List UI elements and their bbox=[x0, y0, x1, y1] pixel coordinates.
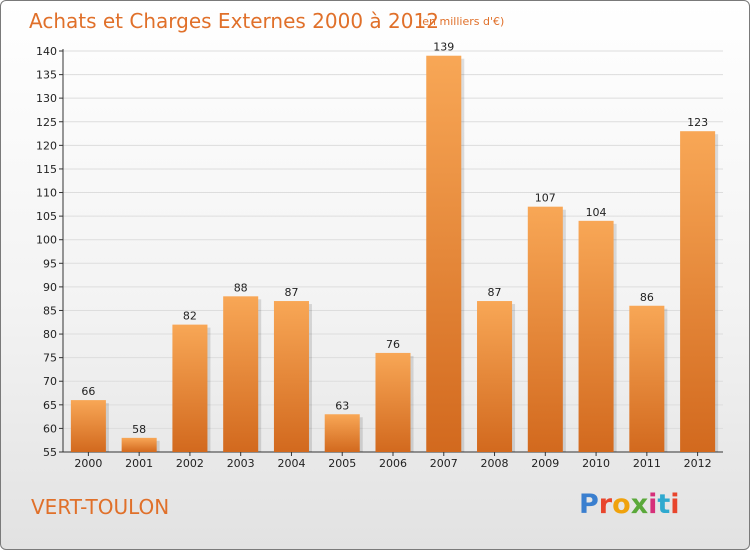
y-tick-label: 85 bbox=[43, 304, 57, 317]
y-tick-label: 130 bbox=[36, 92, 57, 105]
y-tick-label: 70 bbox=[43, 375, 57, 388]
x-axis-labels: 2000 2001 2002 2003 2004 2005 2006 2007 2008 2009… bbox=[74, 452, 712, 470]
bar-2007 bbox=[426, 55, 462, 452]
value-label-2004: 87 bbox=[284, 286, 298, 299]
logo-letter: x bbox=[630, 489, 649, 520]
bars: 66 58 82 88 87 63 76 139 87 107 104 86 123 bbox=[70, 41, 719, 452]
value-label-2003: 88 bbox=[234, 281, 248, 294]
x-tick-label-2005: 2005 bbox=[328, 457, 356, 470]
y-tick-label: 95 bbox=[43, 257, 57, 270]
bar-2011 bbox=[629, 305, 665, 452]
bar-2009 bbox=[527, 206, 563, 452]
logo-letter: r bbox=[598, 489, 613, 520]
bar-2004 bbox=[273, 301, 309, 452]
x-tick-label-2012: 2012 bbox=[684, 457, 712, 470]
y-tick-label: 80 bbox=[43, 328, 57, 341]
x-tick-label-2008: 2008 bbox=[481, 457, 509, 470]
value-label-2005: 63 bbox=[335, 399, 349, 412]
y-tick-label: 75 bbox=[43, 352, 57, 365]
bar-2012 bbox=[680, 131, 716, 452]
x-tick-label-2011: 2011 bbox=[633, 457, 661, 470]
y-tick-label: 90 bbox=[43, 281, 57, 294]
x-tick-label-2000: 2000 bbox=[74, 457, 102, 470]
y-tick-label: 140 bbox=[36, 45, 57, 58]
value-label-2001: 58 bbox=[132, 423, 146, 436]
bar-2005 bbox=[324, 414, 360, 452]
value-label-2000: 66 bbox=[81, 385, 95, 398]
bar-2001 bbox=[121, 437, 157, 452]
bar-2006 bbox=[375, 352, 411, 452]
bar-2008 bbox=[477, 301, 513, 452]
bar-2000 bbox=[70, 400, 106, 452]
x-tick-label-2003: 2003 bbox=[227, 457, 255, 470]
bar-2002 bbox=[172, 324, 208, 452]
value-label-2002: 82 bbox=[183, 310, 197, 323]
logo-letter: i bbox=[648, 489, 658, 520]
value-label-2009: 107 bbox=[535, 192, 556, 205]
bar-2010 bbox=[578, 220, 614, 452]
logo-letter: i bbox=[670, 489, 680, 520]
bar-2003 bbox=[223, 296, 259, 452]
y-tick-label: 55 bbox=[43, 446, 57, 459]
y-tick-label: 100 bbox=[36, 234, 57, 247]
chart-title: Achats et Charges Externes 2000 à 2012 bbox=[29, 9, 439, 33]
x-tick-label-2004: 2004 bbox=[277, 457, 305, 470]
value-label-2011: 86 bbox=[640, 291, 654, 304]
x-tick-label-2006: 2006 bbox=[379, 457, 407, 470]
y-tick-label: 125 bbox=[36, 116, 57, 129]
value-label-2008: 87 bbox=[488, 286, 502, 299]
x-tick-label-2009: 2009 bbox=[531, 457, 559, 470]
y-tick-label: 135 bbox=[36, 69, 57, 82]
value-label-2012: 123 bbox=[687, 116, 708, 129]
logo-letter: P bbox=[579, 489, 599, 520]
town-name: VERT-TOULON bbox=[31, 495, 170, 519]
y-tick-label: 65 bbox=[43, 399, 57, 412]
x-tick-label-2002: 2002 bbox=[176, 457, 204, 470]
x-tick-label-2001: 2001 bbox=[125, 457, 153, 470]
proxiti-logo: Proxiti bbox=[579, 489, 680, 520]
y-tick-label: 120 bbox=[36, 139, 57, 152]
logo-letter: o bbox=[612, 489, 631, 520]
y-tick-label: 110 bbox=[36, 187, 57, 200]
logo-letter: t bbox=[657, 489, 671, 520]
y-tick-label: 60 bbox=[43, 422, 57, 435]
x-tick-label-2007: 2007 bbox=[430, 457, 458, 470]
value-label-2007: 139 bbox=[433, 41, 454, 54]
value-label-2006: 76 bbox=[386, 338, 400, 351]
chart-unit: (en milliers d'€) bbox=[418, 15, 505, 28]
y-tick-label: 105 bbox=[36, 210, 57, 223]
y-tick-label: 115 bbox=[36, 163, 57, 176]
value-label-2010: 104 bbox=[586, 206, 607, 219]
x-tick-label-2010: 2010 bbox=[582, 457, 610, 470]
